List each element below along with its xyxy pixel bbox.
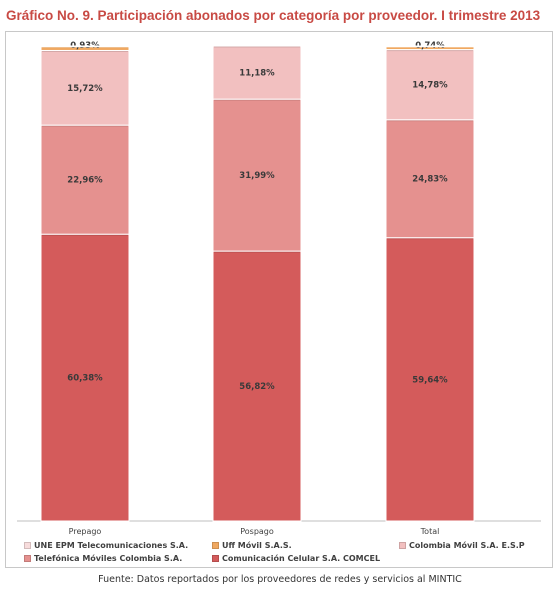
legend-item-comcel: Comunicación Celular S.A. COMCEL xyxy=(212,554,380,563)
legend-label-colombia-movil: Colombia Móvil S.A. E.S.P xyxy=(409,541,525,550)
bar-segment-total-0 xyxy=(385,237,475,522)
bar-segment-pospago-1 xyxy=(212,98,302,252)
legend-item-telefonica: Telefónica Móviles Colombia S.A. xyxy=(24,554,182,563)
data-label-prepago-2: 15,72% xyxy=(67,84,103,94)
legend-label-une: UNE EPM Telecomunicaciones S.A. xyxy=(34,541,189,550)
legend-item-colombia-movil: Colombia Móvil S.A. E.S.P xyxy=(399,541,525,550)
bar-segment-prepago-0 xyxy=(40,233,130,522)
stacked-bar-chart: 60,38%22,96%15,72%0,93%Prepago56,82%31,9… xyxy=(17,41,541,536)
chart-title: Gráfico No. 9. Participación abonados po… xyxy=(6,8,541,23)
data-label-pospago-1: 31,99% xyxy=(239,171,275,181)
data-label-total-2: 14,78% xyxy=(412,81,448,91)
legend-swatch-colombia-movil xyxy=(399,542,406,549)
legend-swatch-uff xyxy=(212,542,219,549)
data-label-prepago-1: 22,96% xyxy=(67,176,103,186)
legend-swatch-une xyxy=(24,542,31,549)
legend-item-uff: Uff Móvil S.A.S. xyxy=(212,541,292,550)
data-label-pospago-2: 11,18% xyxy=(239,69,275,79)
legend-label-comcel: Comunicación Celular S.A. COMCEL xyxy=(222,554,381,563)
bar-segment-total-1 xyxy=(385,119,475,239)
legend-swatch-telefonica xyxy=(24,555,31,562)
legend-item-une: UNE EPM Telecomunicaciones S.A. xyxy=(24,541,188,550)
x-tick-label-total: Total xyxy=(420,527,440,536)
legend-swatch-comcel xyxy=(212,555,219,562)
source-note: Fuente: Datos reportados por los proveed… xyxy=(98,574,462,585)
bar-segment-prepago-4 xyxy=(40,45,130,48)
bar-segment-pospago-2 xyxy=(212,45,302,100)
data-label-pospago-0: 56,82% xyxy=(239,382,275,392)
data-label-total-1: 24,83% xyxy=(412,175,448,185)
data-label-prepago-0: 60,38% xyxy=(67,374,103,384)
x-tick-label-prepago: Prepago xyxy=(69,527,102,536)
bar-segment-pospago-0 xyxy=(212,250,302,522)
bar-segment-prepago-2 xyxy=(40,49,130,126)
bar-segment-prepago-1 xyxy=(40,124,130,235)
x-tick-label-pospago: Pospago xyxy=(240,527,274,536)
legend-label-uff: Uff Móvil S.A.S. xyxy=(222,541,292,550)
bar-segment-total-2 xyxy=(385,49,475,121)
chart-frame xyxy=(5,31,553,568)
data-label-total-0: 59,64% xyxy=(412,375,448,385)
legend-label-telefonica: Telefónica Móviles Colombia S.A. xyxy=(34,554,183,563)
bar-segment-total-4 xyxy=(385,45,475,48)
